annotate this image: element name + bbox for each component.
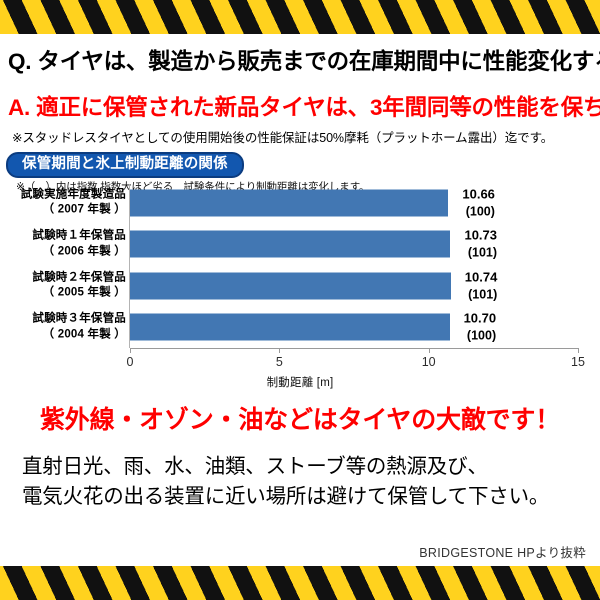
chart-bar [130,272,451,300]
chart-row: 試験時２年保管品 （ 2005 年製 ） 10.74 (101) [0,265,600,307]
chart-category-name: 試験時２年保管品 [32,271,126,284]
chart-x-tick-label: 15 [571,355,585,369]
chart-category-label: 試験時３年保管品 （ 2004 年製 ） [32,312,126,343]
chart-bar-value-number: 10.74 [464,269,498,285]
braking-distance-chart: 試験実施年度製造品 （ 2007 年製 ） 10.66 (100) 試験時１年保… [0,182,600,392]
chart-bar-index: (101) [468,287,498,302]
advice-line-1: 直射日光、雨、水、油類、ストーブ等の熱源及び、 [22,455,488,478]
source-attribution: BRIDGESTONE HPより抜粋 [419,546,586,560]
chart-row: 試験実施年度製造品 （ 2007 年製 ） 10.66 (100) [0,182,600,224]
chart-x-tick-label: 10 [421,355,436,369]
question-text: Q. タイヤは、製造から販売までの在庫期間中に性能変化するの？ [8,49,600,74]
chart-bar-value-number: 10.73 [464,227,498,243]
chart-bar-value: 10.66 (100) [462,186,495,219]
chart-category-sub: （ 2004 年製 ） [42,328,126,341]
chart-bar-value-number: 10.70 [463,310,497,326]
chart-plot-area: 試験実施年度製造品 （ 2007 年製 ） 10.66 (100) 試験時１年保… [0,182,600,348]
answer-footnote: ※スタッドレスタイヤとしての使用開始後の性能保証は50%摩耗（プラットホーム露出… [12,131,554,145]
hazard-stripe-bottom [0,566,600,600]
chart-bar-value: 10.73 (101) [464,228,497,261]
advice-line-2: 電気火花の出る装置に近い場所は避けて保管して下さい。 [22,484,550,508]
chart-category-name: 試験時３年保管品 [32,312,126,325]
chart-category-sub: （ 2006 年製 ） [42,245,126,258]
advice-text: 直射日光、雨、水、油類、ストーブ等の熱源及び、 電気火花の出る装置に近い場所は避… [22,452,594,511]
hazard-stripe-top [0,0,600,34]
chart-x-tick-label: 0 [126,355,134,369]
chart-category-name: 試験実施年度製造品 [20,188,126,201]
chart-x-axis-title: 制動距離 [m] [266,377,334,389]
chart-x-axis-line [130,348,578,349]
chart-x-tick [279,348,281,353]
chart-row: 試験時１年保管品 （ 2006 年製 ） 10.73 (101) [0,224,600,266]
chart-x-tick [130,348,131,353]
chart-title-pill: 保管期間と氷上制動距離の関係 [6,152,244,178]
chart-x-tick [578,348,579,353]
chart-bar-index: (101) [467,245,498,260]
answer-text: A. 適正に保管された新品タイヤは、3年間同等の性能を保ちます。 [8,95,600,120]
chart-category-name: 試験時１年保管品 [32,229,126,242]
chart-bar [130,189,449,217]
chart-y-axis-line [129,184,130,348]
chart-bar [130,313,450,341]
chart-bar-index: (100) [465,204,495,219]
chart-bar [130,230,451,258]
chart-header: 保管期間と氷上制動距離の関係 ※（ ）内は指数 指数大ほど劣る 試験条件により制… [6,152,594,193]
chart-x-tick [428,348,430,353]
chart-bar-index: (100) [466,328,497,343]
chart-x-tick-label: 5 [275,355,283,369]
warning-text: 紫外線・オゾン・油などはタイヤの大敵です！ [39,406,561,434]
chart-category-label: 試験実施年度製造品 （ 2007 年製 ） [21,187,126,218]
chart-bar-value: 10.74 (101) [465,269,498,302]
chart-bar-value: 10.70 (100) [464,311,497,344]
chart-category-sub: （ 2005 年製 ） [42,286,126,299]
chart-category-sub: （ 2007 年製 ） [42,203,126,216]
chart-row: 試験時３年保管品 （ 2004 年製 ） 10.70 (100) [0,307,600,349]
chart-bar-value-number: 10.66 [462,186,495,202]
chart-category-label: 試験時２年保管品 （ 2005 年製 ） [32,270,126,301]
chart-category-label: 試験時１年保管品 （ 2006 年製 ） [32,229,126,260]
